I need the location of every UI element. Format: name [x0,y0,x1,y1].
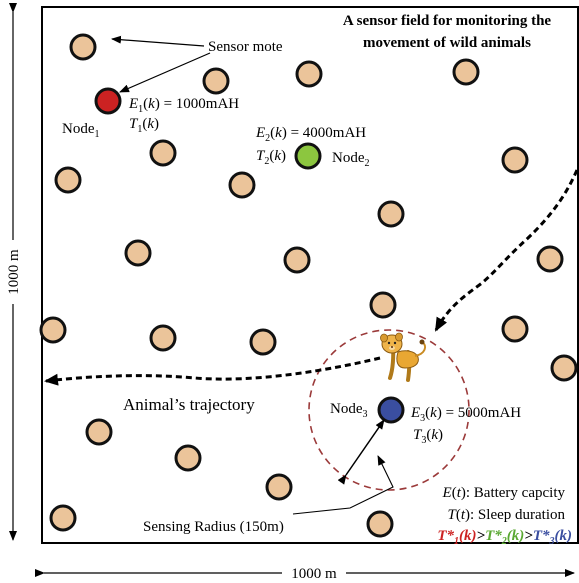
sensor-mote [69,33,97,61]
diagram-title-line1: A sensor field for monitoring the [343,13,552,29]
field-border [41,6,579,544]
node1-sleep: T1(k) [129,116,159,135]
radius-arrow [337,419,385,485]
node2-mote [294,142,322,170]
node2-sleep: T2(k) [256,148,286,167]
sensor-mote [249,328,277,356]
legend-sleep: T(t): Sleep duration [448,507,566,523]
sensor-mote [452,58,480,86]
sensor-mote [501,315,529,343]
node1-mote [94,87,122,115]
node3-energy: E3(k) = 5000mAH [410,405,521,424]
sensor-mote-pointer [119,52,211,93]
sensor-mote [283,246,311,274]
sensor-mote [149,324,177,352]
sensor-mote [366,510,394,538]
lion-cub-icon [380,332,427,382]
sensor-mote [85,418,113,446]
trajectory-label: Animal’s trajectory [123,395,255,414]
sensor-mote [174,444,202,472]
sensor-mote [501,146,529,174]
sensor-mote [536,245,564,273]
sensor-mote [149,139,177,167]
sensor-mote [49,504,77,532]
sensor-mote [265,473,293,501]
sensor-mote [124,239,152,267]
node2-energy: E2(k) = 4000mAH [255,125,366,144]
sensor-mote-pointer [111,35,205,47]
legend-inequality: T*1(k)>T*2(k)>T*3(k) [437,528,572,547]
legend-t3: T*3(k) [533,528,572,547]
width-dimension-label: 1000 m [291,566,337,582]
sensing-radius-label: Sensing Radius (150m) [143,519,284,535]
trajectory-lower-path [44,356,381,386]
sensor-motes [39,33,578,538]
sensor-mote [377,200,405,228]
node1-energy: E1(k) = 1000mAH [128,96,239,115]
node3-mote [377,396,405,424]
sensor-mote-label: Sensor mote [208,39,283,55]
sensor-mote [295,60,323,88]
diagram-title-line2: movement of wild animals [363,35,531,51]
sensor-mote [202,67,230,95]
sensor-mote [39,316,67,344]
legend-t1: T*1(k) [437,528,476,547]
legend-t2: T*2(k) [485,528,524,547]
node3-sleep: T3(k) [413,427,443,446]
sensor-mote [550,354,578,382]
height-dimension-label: 1000 m [6,249,22,295]
sensing-range-circle [308,329,470,491]
sensor-mote [54,166,82,194]
sensor-mote [369,291,397,319]
node1-label: Node1 [62,121,100,140]
sensor-mote [228,171,256,199]
legend-battery: E(t): Battery capcity [442,485,566,501]
node2-label: Node2 [332,150,370,169]
node3-label: Node3 [330,401,368,420]
radius-callout-line [292,455,394,515]
